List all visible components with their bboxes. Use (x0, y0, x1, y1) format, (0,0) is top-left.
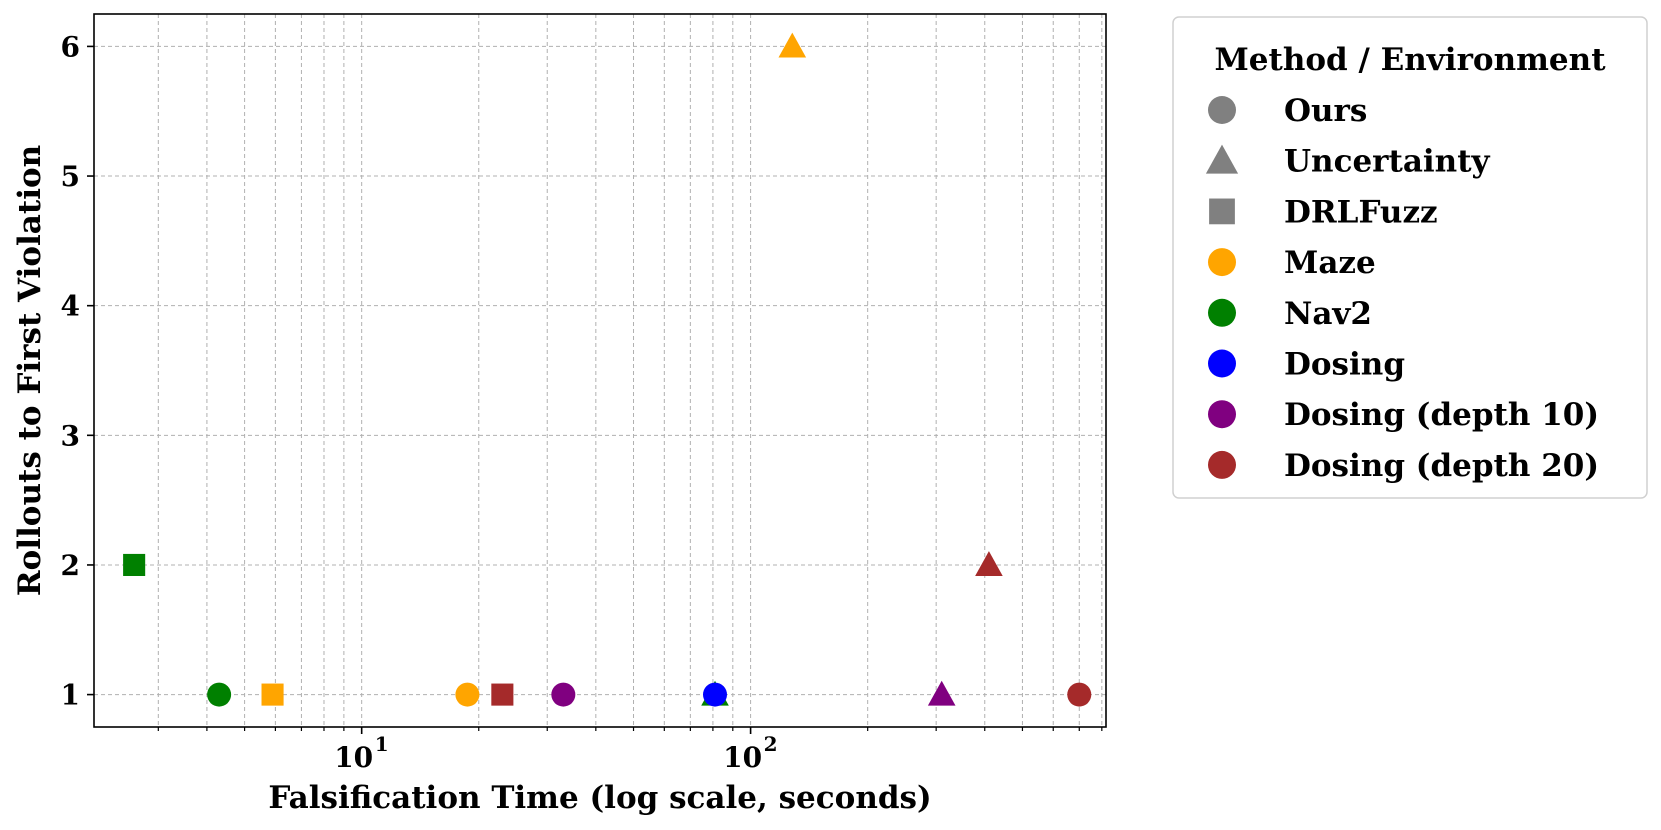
legend-marker-dosing-depth-10 (1208, 400, 1236, 429)
point-uncertainty-maze (778, 32, 807, 58)
y-axis-label: Rollouts to First Violation (12, 145, 48, 596)
legend-label-uncertainty: Uncertainty (1284, 144, 1491, 180)
y-tick-label: 2 (61, 549, 80, 582)
y-tick-label: 5 (61, 160, 80, 193)
x-tick-label-exponent: 2 (764, 732, 778, 756)
data-points (123, 32, 1092, 707)
point-drlfuzz-maze (261, 683, 284, 706)
point-ours-dosing-depth-10 (551, 682, 576, 707)
legend-label-nav2: Nav2 (1284, 296, 1372, 332)
x-axis-label: Falsification Time (log scale, seconds) (268, 780, 931, 816)
legend-marker-dosing (1208, 349, 1236, 378)
y-tick-label: 3 (61, 419, 80, 452)
x-tick-label: 10 (723, 741, 762, 774)
point-drlfuzz-nav2 (123, 553, 146, 576)
legend-marker-uncertainty (1205, 144, 1239, 174)
point-ours-dosing (703, 682, 728, 707)
legend-marker-maze (1208, 248, 1236, 277)
point-ours-maze (455, 682, 480, 707)
grid-lines (94, 14, 1106, 727)
legend-title: Method / Environment (1214, 42, 1606, 78)
x-tick-label: 10 (334, 741, 373, 774)
legend-marker-ours (1208, 96, 1236, 124)
point-ours-dosing-depth-20 (1067, 682, 1092, 707)
point-uncertainty-dosing-depth-20 (975, 551, 1003, 576)
legend-marker-nav2 (1208, 298, 1236, 327)
legend-label-dosing: Dosing (1284, 347, 1405, 383)
point-drlfuzz-dosing-depth-20 (491, 683, 514, 706)
x-tick-label-exponent: 1 (375, 732, 389, 756)
legend-label-drlfuzz: DRLFuzz (1284, 194, 1438, 230)
legend-label-maze: Maze (1284, 245, 1376, 281)
point-uncertainty-dosing-depth-10 (927, 680, 956, 706)
point-ours-nav2 (207, 682, 232, 707)
plot-frame (93, 13, 1107, 728)
legend-label-dosing-depth-20: Dosing (depth 20) (1284, 448, 1599, 484)
legend-box (1172, 16, 1648, 499)
y-tick-label: 1 (61, 679, 80, 712)
legend-label-dosing-depth-10: Dosing (depth 10) (1284, 397, 1599, 433)
legend-marker-drlfuzz (1209, 198, 1235, 225)
y-tick-label: 6 (61, 30, 80, 63)
legend-label-ours: Ours (1284, 93, 1367, 129)
legend-marker-dosing-depth-20 (1208, 450, 1236, 479)
y-tick-label: 4 (61, 290, 80, 323)
legend: Method / Environment Ours Uncertainty DRLFu… (1172, 16, 1648, 499)
